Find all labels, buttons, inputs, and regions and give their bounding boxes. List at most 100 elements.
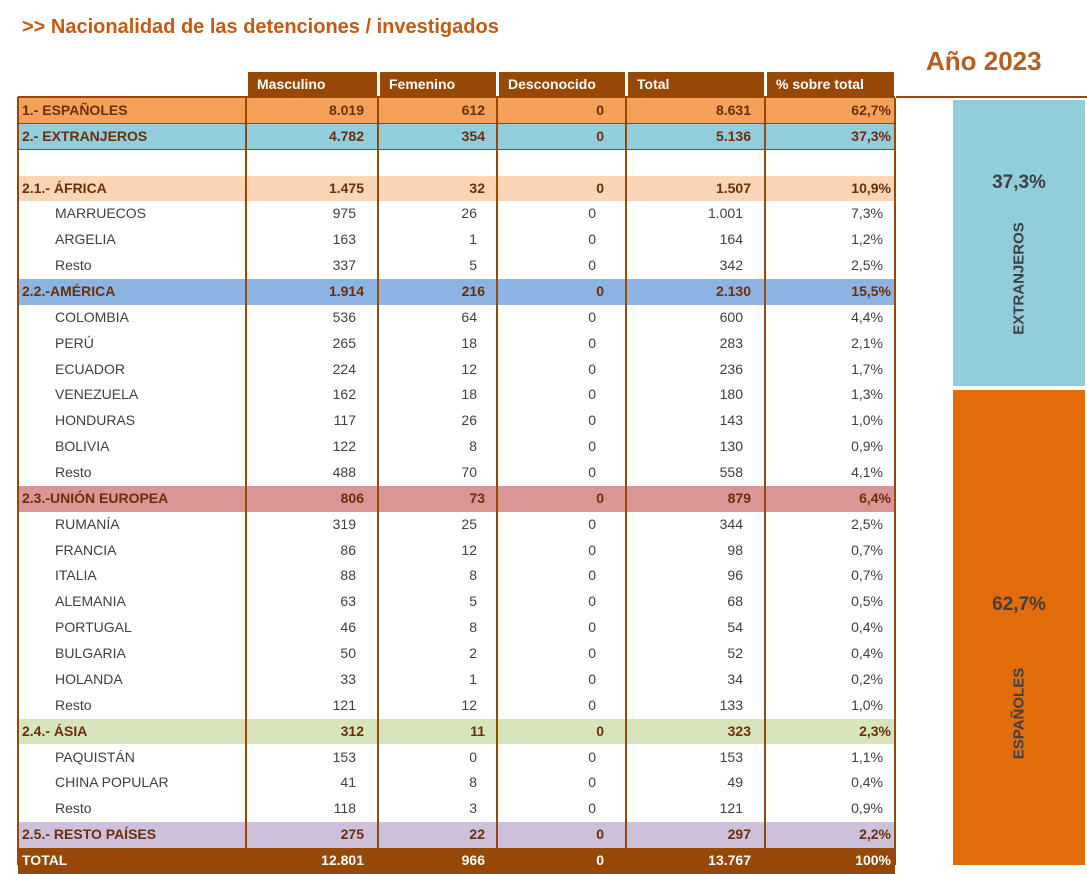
cell-value: 121 (332, 696, 356, 713)
cell-value: 0 (588, 619, 596, 636)
cell-value: 49 (727, 774, 743, 791)
cell-value: 0 (588, 696, 596, 713)
cell-value: 180 (719, 386, 743, 403)
extranjeros-value: 37,3% (992, 172, 1046, 193)
row-label: 2.- EXTRANJEROS (22, 127, 148, 144)
row-fill (18, 175, 895, 202)
cell-value: 2,1% (851, 334, 883, 351)
cell-value: 0,4% (851, 774, 883, 791)
row-label: VENEZUELA (55, 386, 139, 403)
cell-value: 1,0% (851, 412, 883, 429)
cell-value: 7,3% (851, 205, 883, 222)
cell-value: 1,1% (851, 748, 883, 765)
cell-value: 297 (727, 826, 751, 843)
cell-value: 0,2% (851, 670, 883, 687)
cell-value: 10,9% (851, 179, 891, 196)
cell-value: 12 (461, 541, 477, 558)
total-value: 12.801 (321, 851, 364, 868)
cell-value: 0,4% (851, 619, 883, 636)
cell-value: 41 (340, 774, 356, 791)
cell-value: 153 (332, 748, 356, 765)
cell-value: 0 (588, 541, 596, 558)
cell-value: 117 (333, 412, 356, 429)
cell-value: 0 (596, 826, 604, 843)
cell-value: 88 (340, 567, 356, 584)
cell-value: 1 (469, 670, 477, 687)
cell-value: 265 (332, 334, 356, 351)
cell-value: 0 (588, 567, 596, 584)
cell-value: 312 (340, 722, 364, 739)
cell-value: 806 (340, 489, 364, 506)
column-border (764, 72, 766, 98)
cell-value: 0 (588, 593, 596, 610)
page-title: >> Nacionalidad de las detenciones / inv… (22, 16, 499, 38)
column-header: Masculino (246, 72, 378, 97)
total-value: 966 (461, 851, 485, 868)
cell-value: 0 (588, 334, 596, 351)
cell-value: 0 (588, 438, 596, 455)
row-label: MARRUECOS (55, 205, 147, 222)
cell-value: 33 (340, 670, 356, 687)
cell-value: 32 (469, 179, 485, 196)
cell-value: 121 (719, 800, 743, 817)
cell-value: 975 (332, 205, 356, 222)
espanoles-box (953, 390, 1085, 865)
cell-value: 54 (727, 619, 743, 636)
cell-value: 73 (469, 489, 485, 506)
cell-value: 0 (588, 748, 596, 765)
cell-value: 68 (727, 593, 743, 610)
cell-value: 133 (719, 696, 743, 713)
cell-value: 122 (332, 438, 356, 455)
cell-value: 4.782 (328, 127, 364, 144)
cell-value: 5 (469, 593, 477, 610)
cell-value: 25 (461, 515, 477, 532)
cell-value: 0 (588, 670, 596, 687)
cell-value: 0,9% (851, 438, 883, 455)
row-fill (18, 98, 895, 124)
cell-value: 0 (588, 257, 596, 274)
cell-value: 0,5% (851, 593, 883, 610)
row-fill (18, 718, 895, 745)
row-label: ALEMANIA (55, 593, 126, 610)
year-label: Año 2023 (926, 46, 1042, 76)
cell-value: 86 (340, 541, 356, 558)
cell-value: 0 (588, 231, 596, 248)
cell-value: 98 (727, 541, 743, 558)
cell-value: 224 (332, 360, 356, 377)
row-label: Resto (55, 464, 92, 481)
cell-value: 5.136 (715, 127, 751, 144)
cell-value: 2 (469, 645, 477, 662)
total-value: 0 (596, 851, 604, 868)
cell-value: 96 (727, 567, 743, 584)
row-label: Resto (55, 696, 92, 713)
cell-value: 0 (596, 283, 604, 300)
column-border (625, 72, 627, 98)
cell-value: 164 (719, 231, 743, 248)
column-border (377, 72, 379, 98)
column-border (496, 97, 498, 865)
row-label: 2.2.-AMÉRICA (22, 283, 116, 300)
cell-value: 2,5% (851, 257, 883, 274)
cell-value: 26 (461, 412, 477, 429)
column-header: Total (626, 72, 765, 97)
cell-value: 15,5% (851, 283, 891, 300)
cell-value: 34 (727, 670, 743, 687)
table-top-border (18, 96, 895, 98)
row-label: PORTUGAL (55, 619, 132, 636)
cell-value: 63 (340, 593, 356, 610)
row-label: 1.- ESPAÑOLES (22, 102, 128, 118)
cell-value: 275 (340, 826, 364, 843)
cell-value: 162 (332, 386, 356, 403)
row-fill (18, 822, 895, 848)
extranjeros-box (953, 100, 1085, 386)
cell-value: 0 (588, 645, 596, 662)
cell-value: 12 (461, 360, 477, 377)
column-border (625, 97, 627, 865)
cell-value: 118 (333, 800, 356, 817)
cell-value: 337 (332, 257, 356, 274)
cell-value: 18 (461, 386, 477, 403)
cell-value: 1,0% (851, 696, 883, 713)
row-label: 2.5.- RESTO PAÍSES (22, 826, 157, 843)
